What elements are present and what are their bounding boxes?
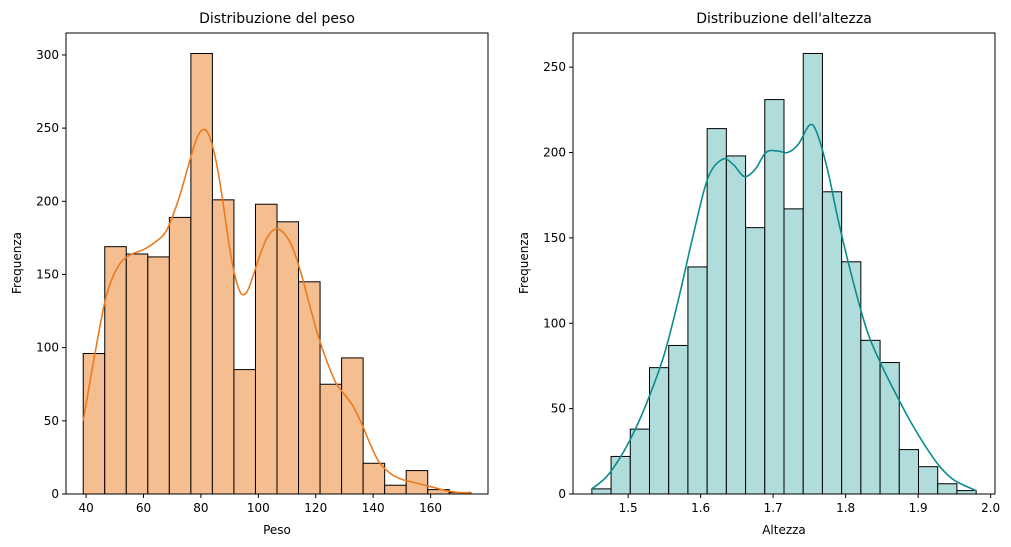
- histogram-bar: [898, 449, 920, 495]
- y-axis-label: Frequenza: [517, 232, 531, 294]
- chart-title: Distribuzione dell'altezza: [696, 11, 872, 27]
- kde-curve: [591, 123, 977, 492]
- y-tick-label: 50: [551, 402, 566, 416]
- histogram-bar: [104, 246, 127, 495]
- histogram-bar: [276, 221, 300, 495]
- histogram-bar: [629, 428, 650, 495]
- axis-ticks: 1.5 1.6 1.7 1.8 1.9 2.0 0 50 100 150 200 250: [543, 60, 1000, 515]
- x-tick-label: 60: [136, 501, 151, 515]
- histogram-bar: [668, 344, 689, 495]
- x-tick-label: 1.5: [619, 501, 638, 515]
- histogram-bar: [860, 339, 881, 495]
- histogram-bar: [956, 490, 977, 495]
- x-tick-label: 140: [362, 501, 385, 515]
- histogram-bar: [362, 462, 386, 495]
- y-tick-label: 100: [543, 316, 566, 330]
- histogram-bar: [937, 483, 958, 495]
- histogram-bar: [783, 208, 804, 495]
- x-tick-label: 100: [247, 501, 270, 515]
- histogram-bar: [384, 484, 407, 495]
- x-axis-label: Peso: [263, 523, 291, 537]
- histogram-bar: [918, 466, 939, 495]
- y-tick-label: 250: [543, 60, 566, 74]
- histogram-bar: [341, 357, 364, 495]
- histogram-bar: [125, 253, 149, 495]
- y-tick-label: 200: [543, 146, 566, 160]
- y-tick-label: 300: [36, 48, 59, 62]
- histogram-bar: [745, 227, 766, 495]
- plot-frame: [65, 32, 489, 495]
- x-tick-label: 1.9: [909, 501, 928, 515]
- x-tick-label: 80: [193, 501, 208, 515]
- y-tick-label: 0: [558, 487, 566, 501]
- histogram-bar: [405, 470, 429, 495]
- chart-title: Distribuzione del peso: [199, 11, 355, 27]
- height-histogram: Distribuzione dell'altezza 1.5 1.6 1.7 1.8 1…: [517, 11, 1000, 537]
- kde-line: [591, 123, 977, 492]
- histogram-bar: [190, 52, 213, 495]
- axis-ticks: 40 60 80 100 120 140 160 0 50 100 150 200 250 300: [36, 48, 442, 515]
- histogram-bar: [591, 488, 612, 495]
- histogram-bar: [802, 52, 823, 495]
- histogram-bar: [764, 99, 785, 495]
- histogram-bar: [211, 199, 235, 495]
- x-tick-label: 2.0: [981, 501, 1000, 515]
- histogram-bar: [168, 216, 192, 495]
- x-tick-label: 1.8: [836, 501, 855, 515]
- y-tick-label: 0: [51, 487, 59, 501]
- histogram-bars: [591, 52, 977, 495]
- histogram-bar: [254, 203, 278, 495]
- y-tick-label: 50: [44, 414, 59, 428]
- histogram-bar: [82, 353, 106, 495]
- x-tick-label: 120: [304, 501, 327, 515]
- x-tick-label: 1.7: [764, 501, 783, 515]
- x-tick-label: 160: [419, 501, 442, 515]
- plot-frame: [572, 32, 996, 495]
- kde-line: [82, 128, 471, 494]
- x-tick-label: 40: [78, 501, 93, 515]
- y-axis-label: Frequenza: [10, 232, 24, 294]
- kde-curve: [82, 128, 471, 494]
- histogram-bar: [687, 266, 708, 495]
- histogram-bars: [82, 52, 472, 495]
- histogram-bar: [319, 383, 343, 495]
- histogram-bar: [298, 281, 321, 495]
- y-tick-label: 250: [36, 121, 59, 135]
- histogram-bar: [147, 256, 170, 495]
- x-axis-label: Altezza: [762, 523, 806, 537]
- histogram-bar: [233, 369, 256, 495]
- y-tick-label: 150: [36, 267, 59, 281]
- histogram-bar: [610, 455, 631, 495]
- histogram-bar: [725, 155, 747, 495]
- weight-histogram: Distribuzione del peso 40 60 80 100 120 140 16…: [10, 11, 489, 537]
- y-tick-label: 100: [36, 341, 59, 355]
- y-tick-label: 200: [36, 194, 59, 208]
- y-tick-label: 150: [543, 231, 566, 245]
- histogram-bar: [841, 261, 862, 495]
- histogram-bar: [821, 191, 843, 495]
- histogram-bar: [706, 128, 727, 495]
- x-tick-label: 1.6: [691, 501, 710, 515]
